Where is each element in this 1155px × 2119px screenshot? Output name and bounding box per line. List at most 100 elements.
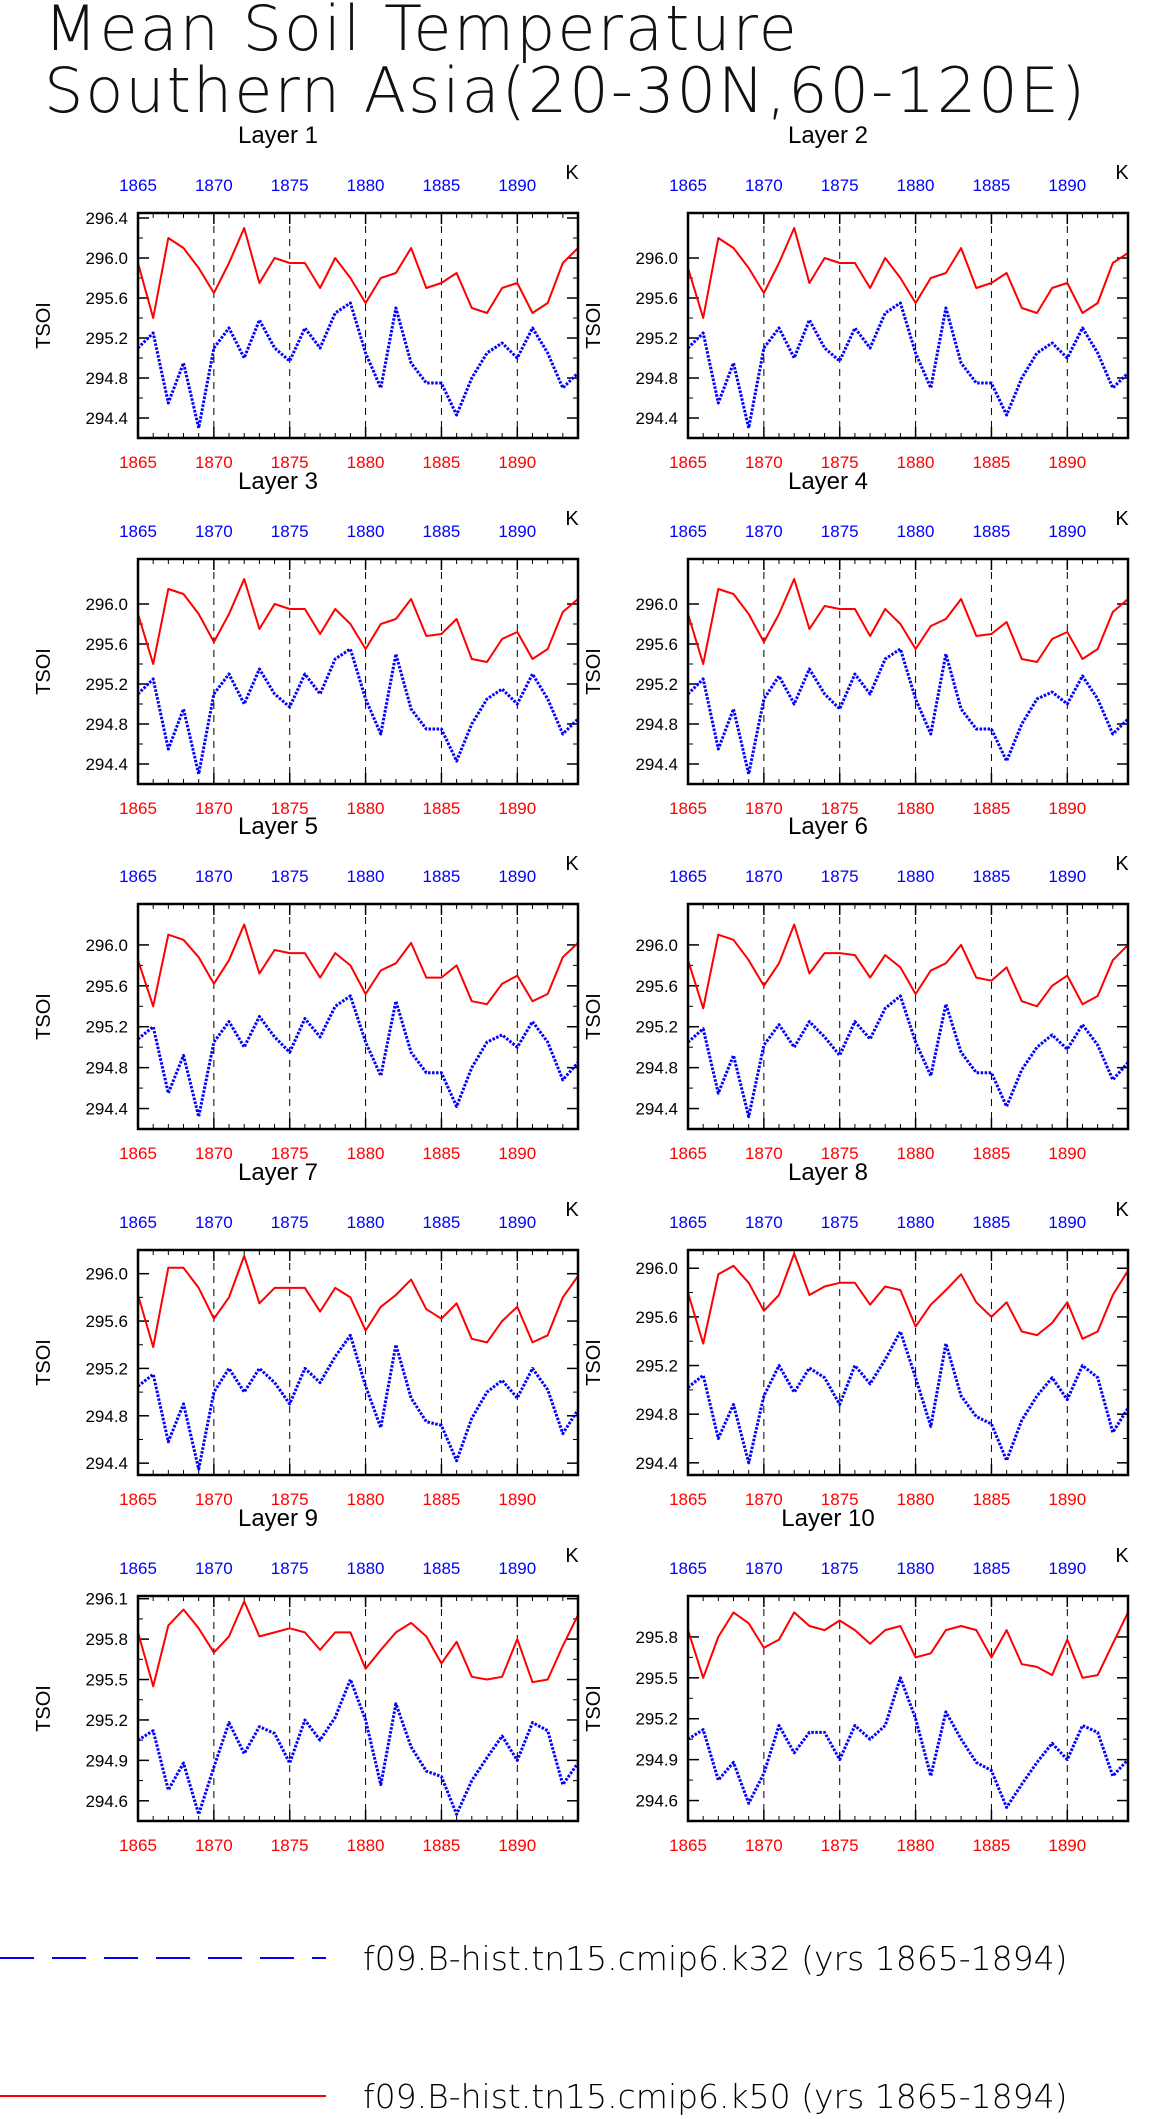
panel-title: Layer 3 [238, 468, 318, 495]
y-tick-label: 294.4 [85, 1100, 128, 1119]
x-tick-label-bottom: 1885 [423, 1490, 461, 1509]
x-tick-label-top: 1865 [669, 1559, 707, 1578]
x-tick-label-top: 1865 [669, 522, 707, 541]
y-tick-label: 295.5 [635, 1669, 678, 1688]
x-tick-label-top: 1870 [745, 176, 783, 195]
x-tick-label-top: 1880 [897, 1559, 935, 1578]
y-tick-label: 296.0 [635, 936, 678, 955]
x-tick-label-top: 1885 [973, 1559, 1011, 1578]
panel-title: Layer 4 [788, 468, 868, 495]
panel-layer-7: Layer 7 K 1865 1865 1870 1870 1875 1875 1880 1880… [33, 1159, 579, 1509]
plot-frame [686, 1594, 1130, 1823]
y-tick-label: 295.6 [85, 1312, 128, 1331]
y-tick-label: 296.0 [635, 1259, 678, 1278]
x-tick-label-top: 1875 [271, 1213, 309, 1232]
x-tick-label-top: 1865 [119, 1559, 157, 1578]
legend-label: f09.B-hist.tn15.cmip6.k50 (yrs 1865-1894… [363, 2077, 1068, 2116]
panel-layer-1: Layer 1 K 1865 1865 1870 1870 1875 1875 1880 1880… [33, 122, 579, 472]
x-tick-label-bottom: 1865 [669, 1144, 707, 1163]
x-tick-label-bottom: 1870 [745, 1490, 783, 1509]
y-axis-label: TSOI [583, 993, 605, 1040]
y-tick-label: 294.9 [635, 1751, 678, 1770]
x-tick-label-top: 1870 [745, 1559, 783, 1578]
y-axis-label: TSOI [583, 1339, 605, 1386]
x-tick-label-top: 1880 [897, 522, 935, 541]
x-tick-label-bottom: 1870 [195, 1490, 233, 1509]
x-tick-label-top: 1890 [498, 176, 536, 195]
x-tick-label-bottom: 1870 [745, 453, 783, 472]
y-tick-label: 295.6 [635, 977, 678, 996]
y-tick-label: 296.0 [85, 1265, 128, 1284]
panel-layer-3: Layer 3 K 1865 1865 1870 1870 1875 1875 1880 1880… [33, 468, 579, 818]
x-tick-label-top: 1880 [347, 176, 385, 195]
y-tick-label: 294.4 [635, 1454, 678, 1473]
x-tick-label-top: 1885 [423, 1213, 461, 1232]
plot-frame [686, 1248, 1130, 1477]
y-axis-label: TSOI [583, 648, 605, 695]
y-tick-label: 294.4 [635, 1100, 678, 1119]
x-tick-label-bottom: 1880 [897, 1836, 935, 1855]
x-tick-label-bottom: 1865 [669, 1836, 707, 1855]
x-tick-label-bottom: 1885 [423, 453, 461, 472]
panel-title: Layer 5 [238, 813, 318, 840]
unit-label: K [1115, 1199, 1129, 1221]
x-tick-label-bottom: 1875 [821, 1144, 859, 1163]
x-tick-label-top: 1865 [669, 176, 707, 195]
panel-title: Layer 1 [238, 122, 318, 149]
plot-frame [686, 902, 1130, 1131]
x-tick-label-top: 1865 [119, 1213, 157, 1232]
x-tick-label-bottom: 1885 [973, 453, 1011, 472]
y-tick-label: 294.9 [85, 1751, 128, 1770]
x-tick-label-bottom: 1865 [669, 799, 707, 818]
x-tick-label-top: 1880 [897, 1213, 935, 1232]
series-line-k32 [137, 1678, 580, 1816]
y-tick-label: 294.4 [85, 1454, 128, 1473]
y-tick-label: 295.2 [85, 1018, 128, 1037]
y-tick-label: 295.2 [635, 675, 678, 694]
y-axis-label: TSOI [583, 1685, 605, 1732]
plot-frame [686, 557, 1130, 786]
x-tick-label-bottom: 1870 [745, 1836, 783, 1855]
y-tick-label: 295.6 [635, 635, 678, 654]
x-tick-label-top: 1885 [973, 522, 1011, 541]
x-tick-label-top: 1880 [897, 176, 935, 195]
x-tick-label-bottom: 1875 [271, 453, 309, 472]
x-tick-label-top: 1875 [271, 522, 309, 541]
series-line-k32 [687, 1330, 1130, 1465]
y-tick-label: 294.8 [635, 369, 678, 388]
x-tick-label-bottom: 1875 [821, 453, 859, 472]
y-tick-label: 295.6 [85, 977, 128, 996]
x-tick-label-bottom: 1875 [821, 1836, 859, 1855]
x-tick-label-top: 1870 [195, 1559, 233, 1578]
x-tick-label-top: 1870 [745, 867, 783, 886]
unit-label: K [565, 1545, 579, 1567]
x-tick-label-bottom: 1885 [973, 799, 1011, 818]
unit-label: K [565, 853, 579, 875]
x-tick-label-top: 1890 [1048, 522, 1086, 541]
panel-title: Layer 2 [788, 122, 868, 149]
x-tick-label-top: 1890 [498, 1213, 536, 1232]
x-tick-label-top: 1870 [745, 1213, 783, 1232]
y-tick-label: 294.4 [635, 755, 678, 774]
x-tick-label-top: 1870 [195, 176, 233, 195]
x-tick-label-top: 1890 [498, 1559, 536, 1578]
y-tick-label: 295.6 [85, 635, 128, 654]
x-tick-label-bottom: 1880 [897, 1490, 935, 1509]
y-tick-label: 296.0 [635, 249, 678, 268]
x-tick-label-top: 1885 [973, 867, 1011, 886]
chart-title-line2: Southern Asia(20-30N,60-120E) [44, 54, 1088, 127]
x-tick-label-top: 1875 [821, 1559, 859, 1578]
x-tick-label-bottom: 1880 [897, 799, 935, 818]
panel-title: Layer 6 [788, 813, 868, 840]
x-tick-label-top: 1880 [347, 522, 385, 541]
x-tick-label-top: 1875 [821, 1213, 859, 1232]
x-tick-label-bottom: 1880 [897, 1144, 935, 1163]
x-tick-label-top: 1865 [119, 522, 157, 541]
x-tick-label-bottom: 1885 [973, 1836, 1011, 1855]
y-tick-label: 294.8 [85, 715, 128, 734]
x-tick-label-bottom: 1875 [271, 1144, 309, 1163]
x-tick-label-bottom: 1865 [669, 1490, 707, 1509]
y-tick-label: 294.8 [85, 1407, 128, 1426]
unit-label: K [1115, 1545, 1129, 1567]
x-tick-label-bottom: 1875 [271, 1836, 309, 1855]
